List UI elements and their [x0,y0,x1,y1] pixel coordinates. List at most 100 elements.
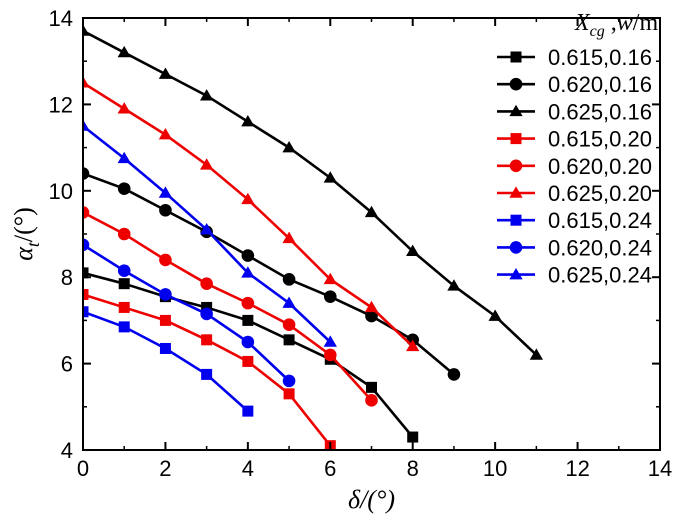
square-marker [242,405,254,417]
triangle-marker [117,45,131,58]
square-marker [201,368,213,380]
legend-entry: 0.615,0.16 [497,45,652,70]
square-marker [201,334,213,346]
legend-title-sub: cg [590,23,605,40]
circle-marker [447,368,461,381]
legend-title-w: w [617,10,633,36]
square-marker [510,51,522,63]
square-marker [118,301,130,313]
legend-entry: 0.625,0.24 [497,263,652,288]
triangle-marker [200,158,214,170]
triangle-marker [282,231,296,244]
square-marker [83,267,89,279]
x-axis-title: δ/(°) [348,485,395,514]
series-0-620-0-16 [83,167,461,381]
triangle-marker [323,335,337,347]
series-0-620-0-24 [83,238,296,388]
square-marker [159,314,171,326]
square-marker [407,431,419,443]
legend-entry: 0.615,0.24 [497,208,652,233]
series-line [83,29,538,356]
x-tick-label: 12 [565,456,589,481]
y-tick-label: 14 [49,6,73,31]
triangle-marker [509,267,523,280]
triangle-marker [241,115,255,127]
legend-title-sep: , [605,10,617,36]
square-marker [283,334,295,346]
triangle-marker [447,279,461,291]
legend-title: Xcg ,w/m [574,10,658,40]
circle-marker [159,203,172,217]
square-marker [118,278,130,290]
circle-marker [509,241,523,254]
triangle-marker [509,186,523,198]
y-tick-label: 12 [49,92,73,117]
circle-marker [83,238,90,252]
triangle-marker [158,67,173,79]
axes: 0 2 4 6 8 10 12 14 4 6 8 10 12 14 δ/(°) αt/(°) [9,6,672,514]
legend-entry: 0.615,0.20 [497,127,652,152]
legend-entry: 0.620,0.16 [497,72,652,97]
triangle-marker [364,300,379,313]
triangle-marker [282,140,296,153]
triangle-marker [83,76,90,88]
square-marker [510,133,522,145]
legend-label: 0.615,0.24 [548,208,652,233]
y-axis-title-group: αt/(°) [9,207,43,261]
triangle-marker [241,266,255,278]
circle-marker [159,253,172,267]
square-marker [242,314,254,326]
y-tick-label: 6 [61,352,73,377]
circle-marker [323,290,337,303]
legend-label: 0.615,0.20 [548,127,652,152]
circle-marker [509,159,523,173]
series-0-620-0-20 [83,206,378,407]
triangle-marker [488,309,502,321]
triangle-marker [117,151,131,164]
triangle-marker [364,205,379,218]
y-tick-label: 10 [49,179,73,204]
circle-marker [83,206,90,219]
legend: Xcg ,w/m 0.615,0.160.620,0.160.625,0.16 0.… [497,10,658,288]
triangle-marker [200,223,214,235]
triangle-marker [406,244,420,257]
triangle-marker [158,127,173,140]
square-marker [83,306,89,318]
x-tick-label: 6 [324,456,336,481]
triangle-marker [323,171,337,183]
y-tick-label: 4 [61,438,73,463]
series-line [83,172,455,376]
y-axis-title-unit: /(°) [9,207,38,242]
series-0-625-0-16 [83,24,543,360]
x-tick-label: 2 [159,456,171,481]
square-marker [242,355,254,367]
x-tick-label: 8 [407,456,419,481]
x-tick-label: 0 [77,456,89,481]
legend-entry: 0.620,0.20 [497,154,652,179]
square-marker [159,342,171,354]
series-line [83,211,373,402]
triangle-marker [117,102,131,114]
x-tick-label: 14 [648,456,672,481]
triangle-marker [83,24,90,36]
circle-marker [117,227,131,241]
triangle-marker [158,186,173,198]
legend-label: 0.625,0.24 [548,263,652,288]
x-tick-label: 4 [242,456,254,481]
circle-marker [159,288,172,301]
triangle-marker [529,348,543,360]
circle-marker [200,307,213,321]
legend-entry: 0.620,0.24 [497,235,652,260]
legend-title-x: X [574,10,591,36]
legend-label: 0.620,0.20 [548,154,652,179]
circle-marker [83,167,90,180]
square-marker [283,388,295,400]
circle-marker [200,277,213,290]
series-0-615-0-24 [83,306,254,417]
y-axis-title-subscript: t [23,241,43,247]
square-marker [201,301,213,313]
circle-marker [117,182,131,195]
circle-marker [241,335,255,349]
y-axis-title: αt/(°) [9,207,43,261]
circle-marker [282,374,296,388]
